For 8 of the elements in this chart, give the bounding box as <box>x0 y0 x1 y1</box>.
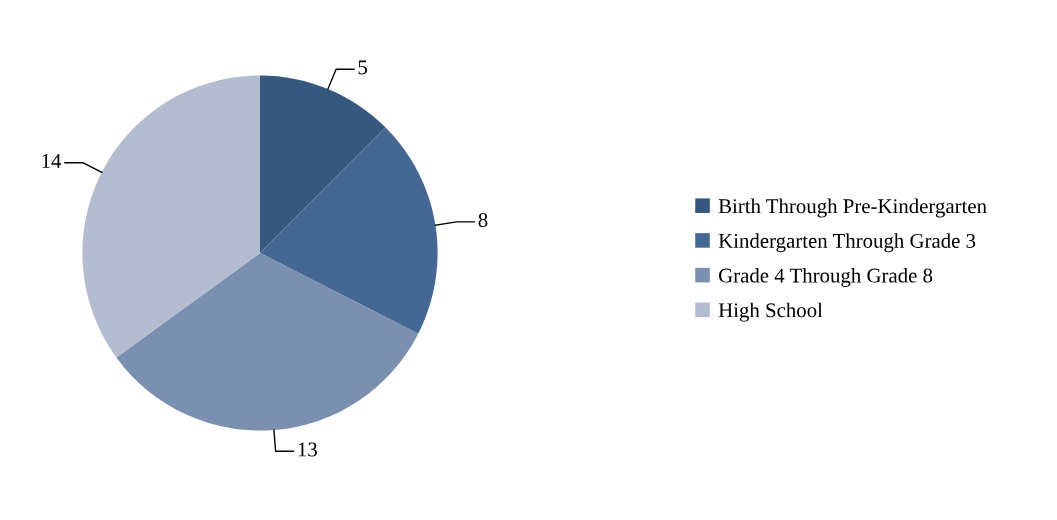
legend-label: High School <box>718 302 823 322</box>
data-label: 8 <box>478 213 488 228</box>
legend-label: Kindergarten Through Grade 3 <box>718 233 976 253</box>
data-label: 5 <box>358 60 368 75</box>
legend-label: Birth Through Pre-Kindergarten <box>718 198 987 218</box>
data-label: 13 <box>298 442 317 457</box>
legend-label: Grade 4 Through Grade 8 <box>719 267 933 287</box>
data-label: 14 <box>42 153 62 168</box>
